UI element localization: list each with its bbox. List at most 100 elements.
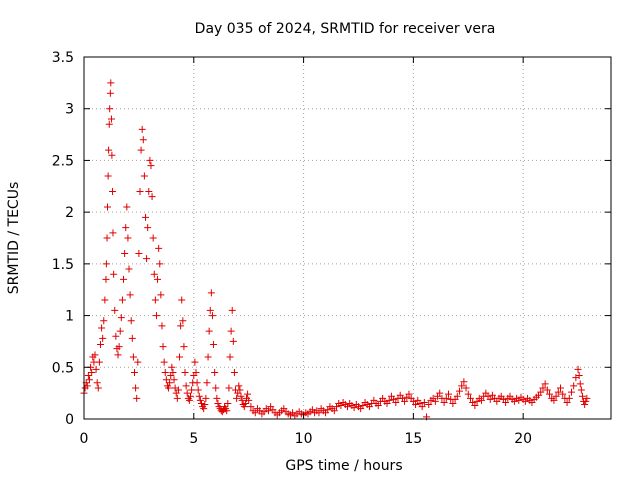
data-point: [213, 394, 221, 402]
data-point: [156, 260, 164, 268]
data-point: [462, 384, 470, 392]
data-point: [228, 306, 236, 314]
data-point: [582, 397, 590, 405]
data-point: [559, 390, 567, 398]
data-point: [125, 265, 133, 273]
data-point: [135, 250, 143, 258]
data-point: [577, 386, 585, 394]
data-point: [118, 296, 126, 304]
data-point: [502, 398, 510, 406]
data-point: [235, 382, 243, 390]
data-point: [477, 396, 485, 404]
data-point: [151, 296, 159, 304]
data-point: [137, 146, 145, 154]
x-tick-label: 5: [189, 431, 198, 447]
data-point: [418, 403, 426, 411]
data-point: [458, 382, 466, 390]
y-axis-label: SRMTID / TECUs: [6, 182, 22, 295]
data-point: [191, 358, 199, 366]
data-point: [556, 384, 564, 392]
data-point: [201, 401, 209, 409]
data-point: [149, 234, 157, 242]
data-point: [181, 368, 189, 376]
data-point: [139, 136, 147, 144]
data-point: [147, 162, 155, 170]
data-point: [200, 405, 208, 413]
data-point: [101, 296, 109, 304]
data-point: [111, 306, 119, 314]
data-point: [539, 384, 547, 392]
data-point: [123, 203, 131, 211]
data-point: [110, 270, 118, 278]
data-point: [233, 394, 241, 402]
data-point: [195, 392, 203, 400]
chart-title: Day 035 of 2024, SRMTID for receiver ver…: [195, 21, 496, 37]
data-point: [127, 317, 135, 325]
data-point: [449, 399, 457, 407]
x-tick-label: 0: [80, 431, 89, 447]
x-tick-label: 20: [514, 431, 532, 447]
data-point: [179, 317, 187, 325]
data-point: [212, 384, 220, 392]
data-point: [206, 306, 214, 314]
data-point: [440, 398, 448, 406]
data-point: [108, 151, 116, 159]
data-point: [141, 213, 149, 221]
data-point: [486, 395, 494, 403]
data-point: [330, 407, 338, 415]
data-point: [133, 394, 141, 402]
data-point: [134, 358, 142, 366]
data-point: [169, 368, 177, 376]
data-point: [464, 390, 472, 398]
data-point: [160, 358, 168, 366]
data-point: [129, 353, 137, 361]
y-tick-label: 3: [65, 102, 74, 118]
data-point: [170, 376, 178, 384]
data-point: [88, 368, 96, 376]
data-point: [104, 172, 112, 180]
data-point: [115, 343, 123, 351]
data-point: [214, 399, 222, 407]
data-point: [583, 394, 591, 402]
data-point: [251, 409, 259, 417]
data-point: [132, 384, 140, 392]
data-point: [99, 334, 107, 342]
data-point: [236, 386, 244, 394]
data-point: [442, 394, 450, 402]
y-tick-label: 2.5: [52, 153, 74, 169]
data-point: [471, 402, 479, 410]
data-point: [247, 403, 255, 411]
data-point: [162, 376, 170, 384]
data-point: [188, 386, 196, 394]
y-tick-label: 2: [65, 205, 74, 221]
data-point: [223, 407, 231, 415]
data-point: [112, 332, 120, 340]
data-point: [106, 105, 114, 113]
data-point: [103, 203, 111, 211]
data-point: [161, 368, 169, 376]
data-point: [145, 187, 153, 195]
data-point: [146, 156, 154, 164]
data-point: [567, 388, 575, 396]
data-point: [107, 115, 115, 123]
data-point: [120, 275, 128, 283]
data-point: [124, 234, 132, 242]
data-point: [420, 398, 428, 406]
x-axis-label: GPS time / hours: [285, 458, 402, 474]
data-point: [94, 384, 102, 392]
data-point: [453, 392, 461, 400]
data-point: [157, 291, 165, 299]
data-point: [543, 386, 551, 394]
data-point: [196, 396, 204, 404]
data-point: [131, 368, 139, 376]
data-point: [193, 379, 201, 387]
data-point: [244, 390, 252, 398]
data-point: [194, 386, 202, 394]
data-point: [126, 291, 134, 299]
data-point: [241, 399, 249, 407]
data-point: [546, 390, 554, 398]
data-point: [192, 368, 200, 376]
data-point: [445, 390, 453, 398]
data-point: [225, 384, 233, 392]
